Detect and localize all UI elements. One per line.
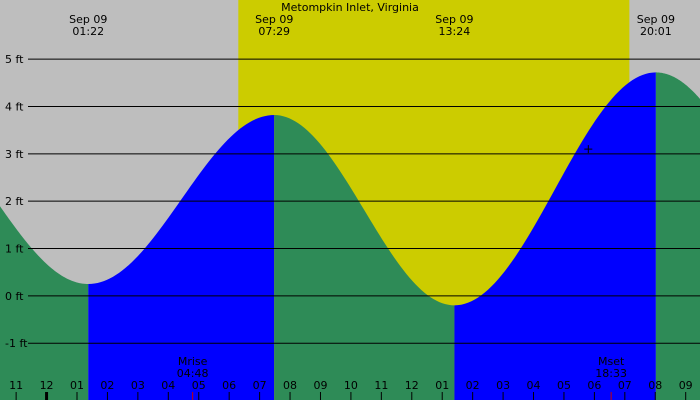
x-tick-label: 12 bbox=[405, 379, 419, 392]
y-tick-label: 5 ft bbox=[5, 53, 24, 66]
y-tick-label: 1 ft bbox=[5, 243, 24, 256]
x-tick-label: 08 bbox=[648, 379, 662, 392]
x-tick-label: 02 bbox=[100, 379, 114, 392]
x-tick-label: 10 bbox=[344, 379, 358, 392]
x-tick-label: 05 bbox=[192, 379, 206, 392]
x-tick-label: 11 bbox=[374, 379, 388, 392]
tide-time-label: 07:29 bbox=[258, 25, 290, 38]
tide-date-label: Sep 09 bbox=[637, 13, 675, 26]
x-tick-label: 03 bbox=[496, 379, 510, 392]
x-tick-label: 04 bbox=[161, 379, 175, 392]
falling-tide-area-2 bbox=[274, 115, 455, 400]
x-tick-label: 09 bbox=[313, 379, 327, 392]
x-tick-label: 06 bbox=[587, 379, 601, 392]
x-tick-label: 01 bbox=[435, 379, 449, 392]
x-tick-label: 12 bbox=[40, 379, 54, 392]
y-tick-label: 3 ft bbox=[5, 148, 24, 161]
rising-tide-area-1 bbox=[88, 115, 275, 400]
y-tick-label: 4 ft bbox=[5, 101, 24, 114]
x-tick-label: 03 bbox=[131, 379, 145, 392]
tide-date-label: Sep 09 bbox=[255, 13, 293, 26]
tide-time-label: 20:01 bbox=[640, 25, 672, 38]
tide-date-label: Sep 09 bbox=[435, 13, 473, 26]
chart-title: Metompkin Inlet, Virginia bbox=[281, 1, 419, 14]
x-tick-label: 04 bbox=[527, 379, 541, 392]
falling-tide-area-4 bbox=[655, 72, 700, 400]
x-tick-label: 07 bbox=[253, 379, 267, 392]
tide-time-label: 13:24 bbox=[439, 25, 471, 38]
x-tick-label: 09 bbox=[679, 379, 693, 392]
x-tick-label: 06 bbox=[222, 379, 236, 392]
y-tick-label: 2 ft bbox=[5, 195, 24, 208]
moon-event-label: Mset bbox=[598, 355, 625, 368]
x-tick-label: 11 bbox=[9, 379, 23, 392]
y-tick-label: -1 ft bbox=[5, 337, 28, 350]
y-tick-label: 0 ft bbox=[5, 290, 24, 303]
tide-date-label: Sep 09 bbox=[69, 13, 107, 26]
tide-time-label: 01:22 bbox=[72, 25, 104, 38]
moon-event-time: 18:33 bbox=[595, 367, 627, 380]
falling-tide-area-0 bbox=[0, 206, 89, 400]
x-tick-label: 08 bbox=[283, 379, 297, 392]
x-tick-label: 07 bbox=[618, 379, 632, 392]
x-tick-label: 05 bbox=[557, 379, 571, 392]
moon-event-label: Mrise bbox=[178, 355, 208, 368]
x-tick-label: 01 bbox=[70, 379, 84, 392]
x-tick-label: 02 bbox=[466, 379, 480, 392]
moon-event-time: 04:48 bbox=[177, 367, 209, 380]
